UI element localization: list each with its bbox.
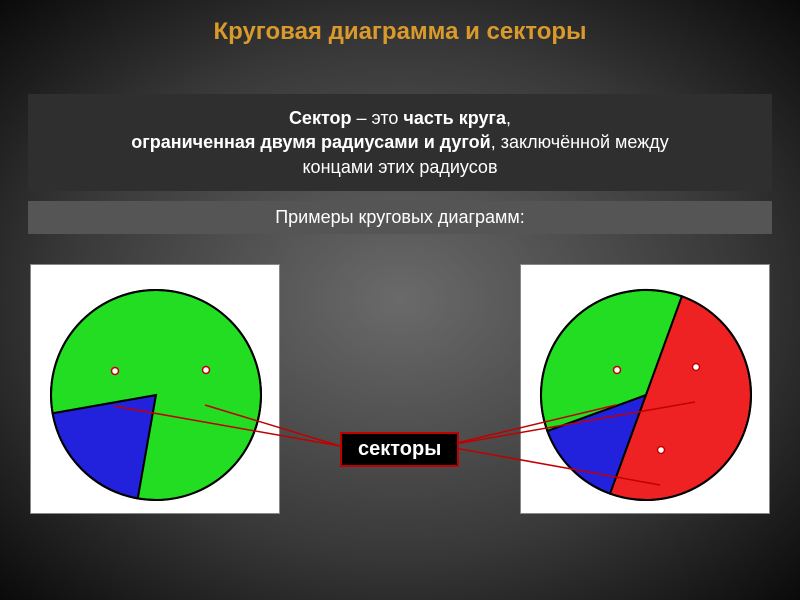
definition-box: Сектор – это часть круга, ограниченная д… <box>28 94 772 191</box>
marker-dot <box>614 366 621 373</box>
marker-dot <box>203 366 210 373</box>
sector-label-text: секторы <box>358 438 441 460</box>
pie-chart-right <box>520 264 770 514</box>
marker-dot <box>658 446 665 453</box>
slide-title: Круговая диаграмма и секторы <box>0 0 800 46</box>
pie-chart-left <box>30 264 280 514</box>
def-l2-bold: ограниченная двумя радиусами и дугой <box>131 132 491 152</box>
pie-left-svg <box>31 265 281 515</box>
pie-right-svg <box>521 265 771 515</box>
definition-term: Сектор <box>289 108 352 128</box>
def-l3: концами этих радиусов <box>302 157 497 177</box>
marker-dot <box>112 367 119 374</box>
examples-label: Примеры круговых диаграмм: <box>275 207 525 227</box>
def-l1-suffix: , <box>506 108 511 128</box>
def-l2-rest: , заключённой между <box>491 132 669 152</box>
marker-dot <box>693 363 700 370</box>
examples-bar: Примеры круговых диаграмм: <box>28 201 772 234</box>
charts-row <box>0 254 800 554</box>
def-l1-bold: часть круга <box>403 108 506 128</box>
sector-label: секторы <box>340 432 459 467</box>
def-l1-prefix: – это <box>352 108 404 128</box>
title-text: Круговая диаграмма и секторы <box>213 18 586 45</box>
